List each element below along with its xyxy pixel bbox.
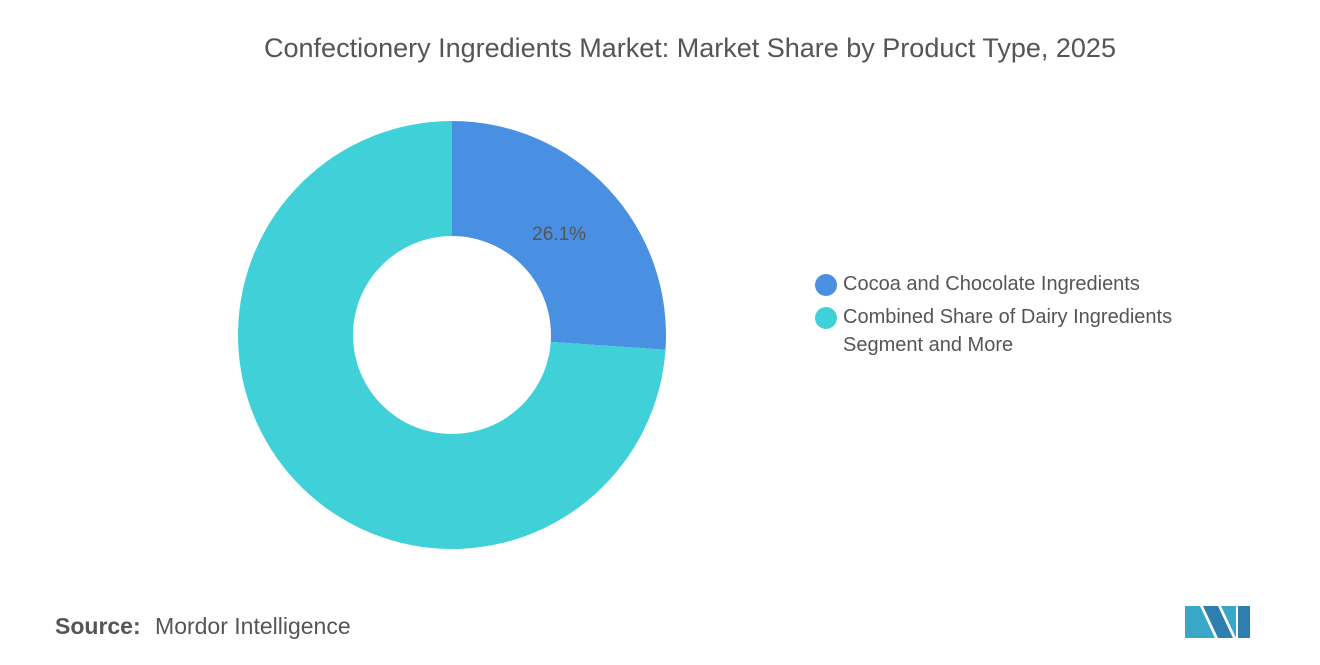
legend-swatch — [815, 307, 837, 329]
chart-title: Confectionery Ingredients Market: Market… — [264, 33, 1116, 63]
legend-label: Combined Share of Dairy Ingredients Segme… — [843, 306, 1172, 356]
donut-slice — [238, 121, 666, 549]
donut-slice — [452, 121, 666, 350]
source-text: Mordor Intelligence — [155, 613, 351, 639]
legend-swatch — [815, 274, 837, 296]
logo — [1185, 606, 1250, 638]
source-label: Source: — [55, 613, 141, 639]
data-label: 26.1% — [532, 224, 586, 245]
source: Source: Mordor Intelligence — [55, 613, 351, 639]
legend-label: Cocoa and Chocolate Ingredients — [843, 273, 1140, 295]
